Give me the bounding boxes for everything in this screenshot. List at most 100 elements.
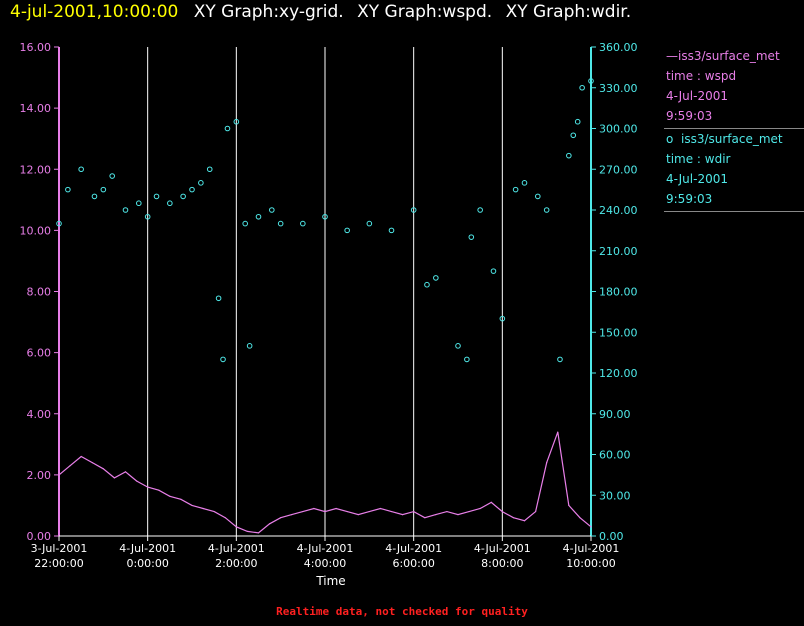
left-tick-label-6: 12.00 bbox=[20, 163, 52, 176]
wspd-point-43 bbox=[534, 510, 537, 513]
wspd-point-42 bbox=[523, 520, 526, 522]
left-tick-label-4: 8.00 bbox=[27, 286, 52, 299]
left-tick-label-1: 2.00 bbox=[27, 469, 52, 482]
wspd-point-30 bbox=[390, 510, 393, 513]
wdir-point-42 bbox=[557, 356, 563, 363]
wspd-point-27 bbox=[357, 514, 359, 516]
x-tick-label-date-6: 4-Jul-2001 bbox=[563, 542, 620, 555]
wdir-point-17 bbox=[224, 125, 231, 132]
wdir-point-2 bbox=[78, 166, 84, 173]
wspd-point-3 bbox=[91, 462, 93, 464]
wspd-point-28 bbox=[368, 510, 370, 513]
wspd-point-12 bbox=[191, 504, 193, 507]
title-graph-wspd: XY Graph:wspd. bbox=[357, 2, 493, 22]
x-tick-label-time-4: 6:00:00 bbox=[392, 557, 434, 570]
wdir-point-46 bbox=[579, 84, 585, 91]
right-tick-label-9: 270.00 bbox=[599, 163, 638, 176]
wspd-point-31 bbox=[401, 514, 404, 516]
wspd-point-11 bbox=[180, 498, 182, 500]
left-tick-label-2: 4.00 bbox=[27, 408, 52, 421]
wspd-point-15 bbox=[224, 517, 226, 519]
wspd-point-20 bbox=[280, 517, 282, 519]
wdir-point-3 bbox=[91, 193, 98, 200]
wdir-point-36 bbox=[490, 268, 497, 274]
title-graph-wdir: XY Graph:wdir. bbox=[505, 2, 632, 22]
legend: —iss3/surface_met time : wspd 4-Jul-2001… bbox=[664, 46, 804, 212]
wspd-point-0 bbox=[58, 474, 60, 476]
wdir-point-5 bbox=[109, 173, 115, 179]
x-tick-label-date-3: 4-Jul-2001 bbox=[297, 542, 354, 555]
right-tick-label-7: 210.00 bbox=[599, 245, 638, 258]
legend-wspd-date: 4-Jul-2001 bbox=[666, 89, 728, 103]
right-tick-label-8: 240.00 bbox=[599, 204, 638, 217]
wspd-point-4 bbox=[102, 468, 104, 470]
wdir-point-38 bbox=[512, 186, 519, 193]
wdir-point-37 bbox=[499, 315, 506, 322]
right-tick-label-1: 30.00 bbox=[599, 489, 631, 502]
wdir-point-23 bbox=[277, 220, 284, 227]
wspd-point-24 bbox=[324, 510, 326, 513]
wdir-point-28 bbox=[388, 227, 395, 234]
legend-wdir-time: 9:59:03 bbox=[666, 192, 713, 206]
wdir-point-12 bbox=[189, 186, 195, 193]
x-tick-label-time-5: 8:00:00 bbox=[481, 557, 523, 570]
left-tick-label-3: 6.00 bbox=[27, 347, 52, 360]
title-bar: 4-jul-2001,10:00:00 XY Graph:xy-grid. XY… bbox=[10, 2, 639, 26]
x-axis-ticks: 3-Jul-2001 22:00:00 4-Jul-2001 0:00:00 4-Jul… bbox=[31, 536, 620, 570]
wspd-point-34 bbox=[435, 514, 437, 516]
wspd-point-26 bbox=[346, 510, 348, 513]
wspd-point-13 bbox=[202, 507, 204, 510]
right-axis-ticks: 0.00 30.00 60.00 90.00 120.00 150.00 180.00 210… bbox=[591, 41, 638, 543]
wdir-point-4 bbox=[100, 186, 107, 193]
x-axis-label: Time bbox=[315, 574, 345, 588]
wspd-point-10 bbox=[169, 495, 171, 497]
wspd-point-38 bbox=[479, 507, 481, 510]
wspd-point-47 bbox=[579, 517, 581, 519]
wdir-point-47 bbox=[588, 78, 594, 84]
x-tick-label-date-5: 4-Jul-2001 bbox=[474, 542, 531, 555]
wspd-point-7 bbox=[135, 480, 138, 482]
legend-wdir-name: iss3/surface_met bbox=[680, 132, 783, 146]
legend-wdir-name-row: o iss3/surface_met bbox=[666, 129, 804, 149]
x-tick-label-date-2: 4-Jul-2001 bbox=[208, 542, 265, 555]
series-wdir bbox=[56, 78, 594, 363]
wspd-point-33 bbox=[424, 517, 426, 519]
wdir-point-15 bbox=[215, 295, 222, 302]
left-axis-ticks: 0.00 2.00 4.00 6.00 8.00 10.00 12.00 14.00 16.00 bbox=[20, 41, 59, 543]
wdir-point-10 bbox=[167, 200, 173, 207]
wdir-point-0 bbox=[56, 220, 62, 227]
wdir-point-43 bbox=[566, 152, 572, 159]
right-tick-label-3: 90.00 bbox=[599, 408, 631, 421]
wdir-point-45 bbox=[574, 118, 581, 125]
wdir-point-34 bbox=[468, 234, 475, 240]
wdir-point-25 bbox=[322, 213, 328, 220]
right-tick-label-11: 330.00 bbox=[599, 82, 638, 95]
wdir-point-14 bbox=[206, 166, 213, 173]
right-tick-label-5: 150.00 bbox=[599, 326, 638, 339]
title-date: 4-jul-2001,10:00:00 bbox=[10, 2, 179, 22]
right-tick-label-2: 60.00 bbox=[599, 449, 631, 462]
wspd-point-32 bbox=[413, 510, 415, 513]
series-wspd bbox=[58, 431, 592, 534]
wspd-point-36 bbox=[457, 514, 459, 516]
wspd-point-41 bbox=[512, 517, 515, 519]
wdir-point-39 bbox=[521, 180, 528, 186]
wdir-point-16 bbox=[220, 356, 226, 363]
wspd-point-1 bbox=[69, 465, 71, 467]
wspd-point-18 bbox=[257, 532, 260, 534]
wdir-point-6 bbox=[122, 207, 129, 213]
left-tick-label-7: 14.00 bbox=[20, 102, 52, 115]
x-tick-label-time-1: 0:00:00 bbox=[126, 557, 168, 570]
wspd-point-19 bbox=[268, 523, 271, 525]
left-tick-label-8: 16.00 bbox=[20, 41, 52, 54]
legend-wspd-line-symbol: — bbox=[666, 49, 678, 63]
wdir-point-19 bbox=[242, 220, 248, 227]
wdir-point-8 bbox=[144, 213, 151, 220]
wdir-point-20 bbox=[246, 343, 253, 349]
xy-graph-plot: 0.00 2.00 4.00 6.00 8.00 10.00 12.00 14.00 16.00… bbox=[20, 41, 638, 588]
wdir-point-41 bbox=[543, 207, 550, 213]
wspd-point-16 bbox=[235, 526, 237, 528]
legend-wdir-symbol: o bbox=[666, 132, 674, 146]
wdir-point-9 bbox=[153, 193, 160, 200]
wspd-point-5 bbox=[113, 477, 116, 479]
